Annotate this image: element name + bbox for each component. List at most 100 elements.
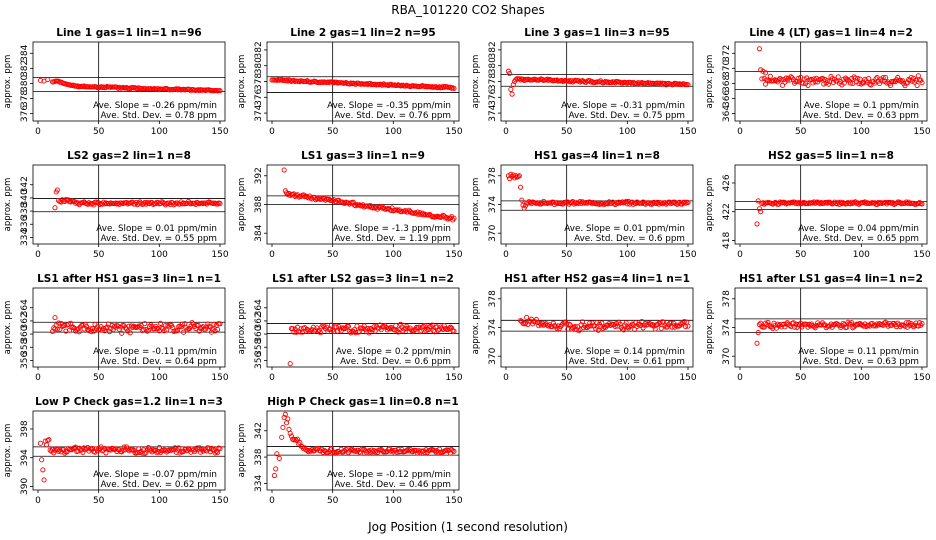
data-point [588,200,594,206]
data-point [657,80,663,86]
x-tick-label: 150 [445,127,462,137]
x-tick-label: 150 [679,250,696,260]
data-point [770,325,776,332]
x-tick-label: 150 [211,373,228,383]
x-tick-label: 50 [93,127,105,137]
data-point [331,328,337,334]
panel-1: Line 1 gas=1 lin=1 n=96 approx. ppm 376378… [3,27,229,137]
data-point [423,447,429,453]
data-points [37,437,223,483]
data-point [413,448,419,454]
stddev-annotation: Ave. Std. Dev. = 1.19 ppm [334,234,451,244]
data-point [351,327,358,333]
data-point [670,81,676,87]
data-point [198,449,204,455]
data-point [599,201,605,207]
data-point [294,436,301,442]
data-point [92,321,98,328]
data-point [191,200,198,206]
x-tick-label: 150 [679,127,696,137]
data-point [518,184,524,190]
y-tick-label: 362 [254,312,264,329]
data-point [213,448,219,455]
data-point [394,449,400,455]
y-tick-label: 356 [20,352,30,369]
data-point [685,323,691,329]
data-point [173,86,179,92]
data-points [287,321,457,367]
chart-main-title: RBA_101220 CO2 Shapes [391,3,545,17]
data-point [388,208,394,214]
data-point [307,447,313,453]
data-point [510,82,516,88]
data-point [879,78,885,84]
data-point [317,330,324,336]
data-point [46,437,52,443]
data-point [372,328,378,334]
data-point [430,328,436,334]
panel-11: HS1 after HS2 gas=4 lin=1 n=1 approx. ppm… [471,273,697,383]
data-point [416,324,422,330]
data-point [41,477,47,483]
data-point [847,321,853,327]
data-point [451,328,457,334]
data-point [215,201,221,207]
data-point [342,200,348,206]
y-axis-label: approx. ppm [3,301,13,355]
data-point [156,444,162,451]
slope-annotation: Ave. Slope = 0.04 ppm/min [798,224,919,234]
y-tick-label: 378 [488,167,498,184]
data-point [914,82,920,89]
data-point [156,328,162,334]
data-point [285,78,291,84]
y-tick-label: 388 [254,196,264,213]
data-point [284,77,290,83]
data-point [327,447,333,453]
stddev-annotation: Ave. Std. Dev. = 0.76 ppm [334,111,451,121]
data-point [883,75,889,81]
data-point [370,327,376,333]
data-point [510,172,516,178]
data-point [451,215,457,221]
data-point [667,199,673,205]
x-tick-label: 150 [913,127,930,137]
y-tick-label: 426 [722,174,732,191]
data-point [361,323,367,329]
data-point [509,91,515,97]
y-tick-label: 422 [722,203,732,220]
slope-annotation: Ave. Slope = 0.01 ppm/min [564,224,685,234]
data-point [662,80,668,87]
data-point [292,436,298,442]
data-point [142,450,148,457]
data-point [640,325,646,331]
data-point [629,81,635,87]
panel-title: HS2 gas=5 lin=1 n=8 [768,150,894,162]
slope-annotation: Ave. Slope = -0.26 ppm/min [93,101,217,111]
x-tick-label: 100 [619,250,636,260]
data-point [153,201,159,207]
panel-title: Low P Check gas=1.2 lin=1 n=3 [35,396,223,408]
data-point [446,447,452,453]
data-point [589,320,595,326]
data-point [70,324,76,330]
data-point [379,82,385,88]
data-point [304,448,310,454]
y-tick-label: 378 [722,290,732,307]
x-tick-label: 50 [327,127,339,137]
data-point [144,447,150,453]
data-point [150,201,156,207]
data-point [281,167,287,173]
y-tick-label: 358 [20,338,30,355]
data-point [841,80,847,86]
plot-frame [734,164,928,245]
data-point [915,73,921,79]
data-point [196,88,202,94]
y-tick-label: 378 [488,290,498,307]
data-point [52,315,58,321]
data-point [592,323,598,329]
data-point [681,318,687,325]
stddev-annotation: Ave. Std. Dev. = 0.64 ppm [100,357,217,367]
data-point [595,327,601,333]
data-point [116,201,122,207]
data-point [821,81,827,87]
